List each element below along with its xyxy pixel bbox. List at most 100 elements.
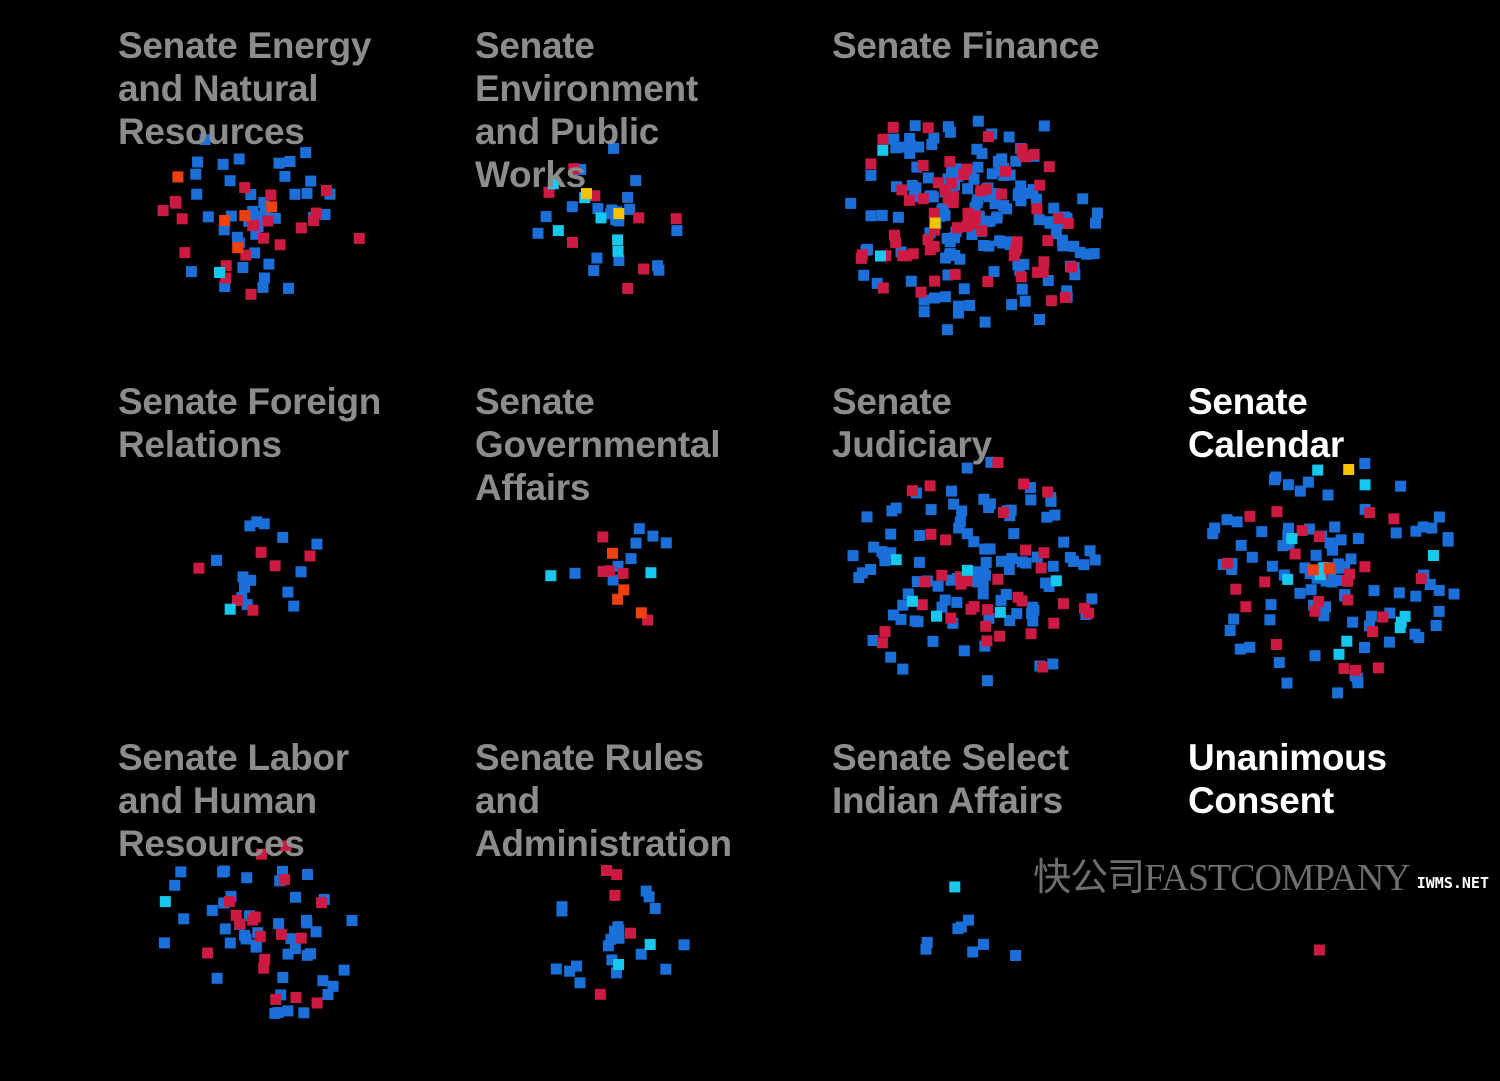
senator-dot	[597, 531, 609, 543]
senator-dot	[257, 281, 269, 293]
senator-dot	[1090, 217, 1101, 229]
senator-dot	[1010, 950, 1022, 961]
senator-dot	[633, 523, 645, 535]
senator-dot	[282, 586, 294, 598]
senator-dot	[984, 215, 996, 227]
senator-dot	[1333, 574, 1344, 586]
senator-dot	[871, 277, 883, 289]
senator-dot	[904, 147, 916, 159]
senator-dot	[179, 247, 191, 259]
senator-dot	[251, 516, 263, 528]
committee-panel: Senate Select Indian Affairs	[822, 736, 1162, 1081]
senator-dot	[1342, 594, 1354, 606]
senator-dot	[1368, 585, 1380, 597]
senator-dot	[190, 168, 202, 180]
senator-dot	[972, 194, 984, 206]
senator-dot	[968, 536, 980, 548]
senator-dot	[282, 948, 294, 960]
senator-dot	[262, 215, 274, 227]
senator-dot	[1246, 551, 1258, 563]
senator-dot	[904, 133, 916, 144]
senator-dot	[997, 237, 1009, 249]
senator-dot	[1343, 464, 1355, 475]
senator-dot	[1014, 265, 1026, 277]
senator-dot	[877, 144, 889, 156]
senator-dot	[919, 576, 931, 588]
senator-dot	[295, 932, 307, 944]
senator-dot	[169, 879, 181, 891]
senator-dot	[1341, 635, 1353, 647]
senator-dot	[995, 594, 1007, 606]
senator-dot	[613, 959, 625, 970]
senator-dot	[958, 283, 970, 295]
senator-dot	[1273, 657, 1285, 669]
senator-dot	[1367, 626, 1379, 638]
committee-panel: Senate Energy and Natural Resources	[108, 24, 448, 369]
senator-dot	[972, 161, 984, 173]
senator-dot	[1307, 564, 1319, 576]
senator-dot	[906, 595, 918, 607]
senator-dot	[1433, 584, 1445, 596]
senator-dot	[219, 281, 231, 293]
senator-dot	[875, 250, 886, 262]
senator-dot	[1026, 608, 1038, 620]
senator-dot	[917, 160, 929, 171]
senator-dot	[592, 203, 604, 215]
senator-dot	[1433, 511, 1445, 523]
senator-dot	[982, 604, 993, 616]
senator-dot	[949, 268, 961, 280]
senator-dot	[969, 201, 981, 213]
senator-dot	[1384, 607, 1396, 619]
senator-dot	[1044, 216, 1056, 228]
senator-dot	[1323, 562, 1335, 574]
panel-title: Senate Energy and Natural Resources	[118, 25, 372, 152]
senator-dot	[178, 913, 190, 925]
senator-dot	[925, 504, 937, 516]
senator-dot	[937, 203, 949, 215]
senator-dot	[660, 963, 672, 975]
senator-dot	[277, 865, 288, 877]
senator-dot	[612, 593, 624, 605]
senator-dot	[1057, 598, 1069, 610]
senator-dot	[867, 635, 879, 646]
senator-dot	[977, 588, 989, 600]
senator-dot	[918, 306, 930, 318]
senator-dot	[940, 534, 952, 546]
senator-dot	[1058, 536, 1070, 548]
senator-dot	[928, 207, 940, 219]
senator-dot	[618, 584, 630, 596]
senator-dot	[218, 224, 230, 236]
senator-dot	[922, 172, 934, 184]
senator-dot	[346, 915, 358, 926]
senator-dot	[1207, 528, 1219, 540]
senator-dot	[929, 217, 941, 229]
senator-dot	[941, 232, 953, 244]
senator-dot	[1056, 234, 1068, 246]
senator-dot	[266, 201, 278, 213]
senator-dot	[192, 156, 204, 168]
senator-dot	[258, 196, 270, 208]
panel-dots	[1207, 458, 1460, 699]
senator-dot	[1326, 576, 1338, 588]
senator-dot	[224, 175, 236, 187]
panel-title: Senate Judiciary	[832, 381, 992, 465]
senator-dot	[609, 889, 621, 901]
senator-dot	[1338, 663, 1350, 675]
senator-dot	[913, 141, 925, 153]
senator-dot	[954, 571, 966, 583]
senator-dot	[980, 620, 992, 632]
senator-dot	[247, 220, 259, 231]
senator-dot	[996, 188, 1008, 200]
senator-dot	[915, 286, 927, 298]
senator-dot	[914, 530, 926, 541]
senator-dot	[1015, 180, 1027, 192]
senator-dot	[1030, 193, 1042, 205]
senator-dot	[968, 173, 980, 185]
senator-dot	[946, 485, 957, 497]
senator-dot	[282, 1005, 294, 1017]
senator-dot	[625, 553, 637, 565]
senator-dot	[678, 939, 690, 951]
senator-dot	[1035, 562, 1047, 574]
senator-dot	[649, 903, 661, 914]
senator-dot	[1270, 639, 1282, 650]
